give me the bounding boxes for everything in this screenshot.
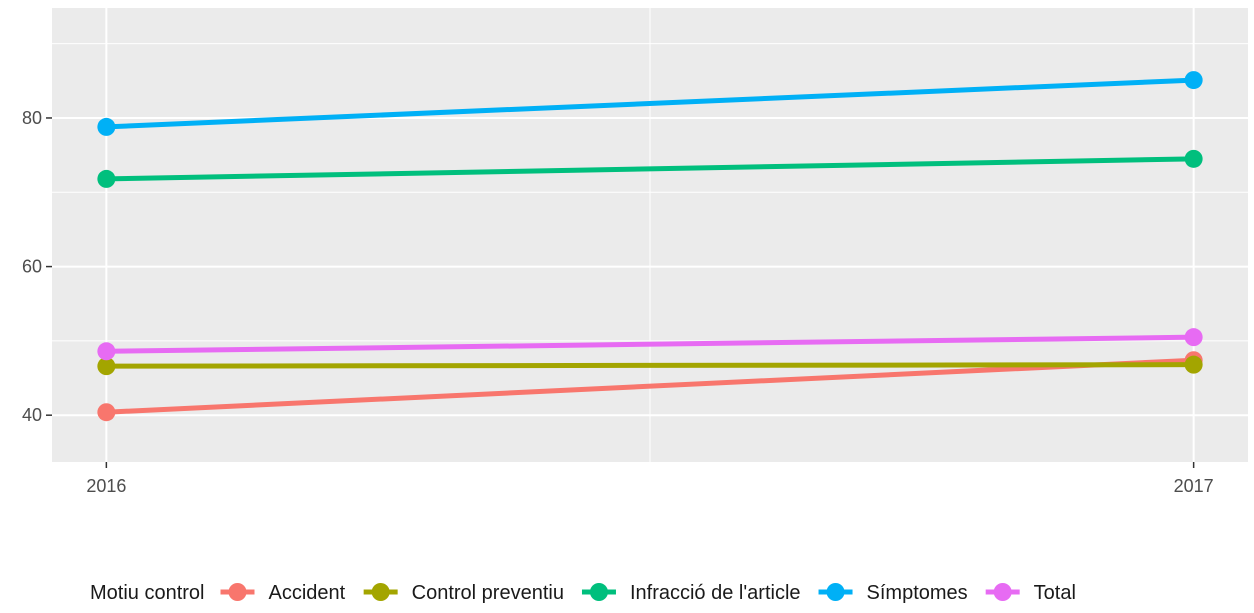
- series-points: [97, 71, 1203, 422]
- legend-key-point-2: [589, 583, 608, 601]
- legend-label-4: Total: [1034, 582, 1076, 604]
- data-point-1-0: [97, 357, 116, 376]
- x-tick-label: 2017: [1174, 476, 1214, 496]
- series-line-4: [106, 334, 1194, 354]
- legend-key-point-3: [826, 583, 845, 601]
- series-line-1: [106, 362, 1194, 369]
- data-point-4-1: [1184, 328, 1203, 347]
- data-point-0-0: [97, 403, 116, 422]
- y-tick-label: 80: [22, 108, 42, 128]
- y-tick-label: 40: [22, 405, 42, 425]
- legend-label-2: Infracció de l'article: [630, 582, 801, 604]
- y-axis: 40 60 80: [22, 108, 52, 425]
- data-point-2-1: [1184, 149, 1203, 168]
- legend-key-point-0: [228, 583, 247, 601]
- series-line-2: [106, 156, 1194, 182]
- legend-label-1: Control preventiu: [412, 582, 564, 604]
- series-line-0: [106, 357, 1194, 415]
- data-point-1-1: [1184, 355, 1203, 374]
- legend-label-3: Símptomes: [867, 582, 968, 604]
- y-tick-label: 60: [22, 257, 42, 277]
- data-point-3-0: [97, 117, 116, 136]
- legend: Motiu control Accident Control preventiu I…: [90, 582, 1076, 604]
- legend-key-point-4: [993, 583, 1012, 601]
- series-lines: [106, 77, 1194, 415]
- series-line-3: [106, 77, 1194, 130]
- legend-label-0: Accident: [269, 582, 346, 604]
- data-point-2-0: [97, 169, 116, 188]
- legend-title: Motiu control: [90, 582, 205, 604]
- x-axis: 2016 2017: [86, 462, 1214, 496]
- legend-key-point-1: [371, 583, 390, 601]
- data-point-3-1: [1184, 71, 1203, 90]
- data-point-4-0: [97, 342, 116, 361]
- x-tick-label: 2016: [86, 476, 126, 496]
